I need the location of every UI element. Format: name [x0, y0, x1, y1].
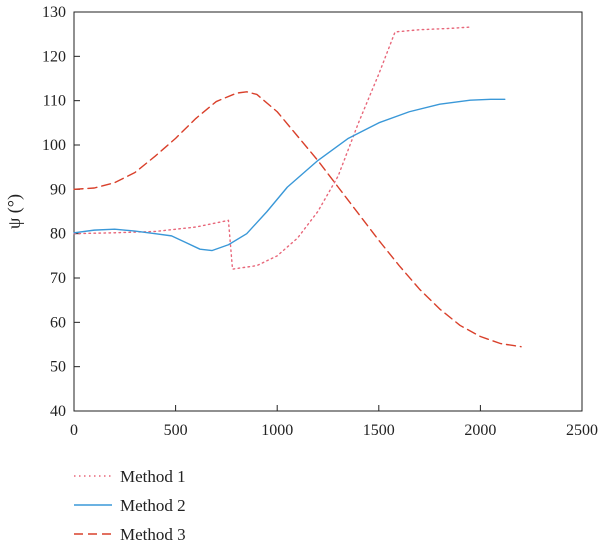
y-tick-label: 120	[42, 48, 66, 65]
y-tick-label: 80	[50, 226, 66, 243]
series-layer	[73, 26, 522, 348]
legend-label: Method 3	[120, 525, 186, 544]
y-tick-label: 50	[50, 359, 66, 376]
y-tick-label: 60	[50, 314, 66, 331]
x-tick-label: 1000	[261, 422, 293, 439]
legend-label: Method 2	[120, 496, 186, 515]
series-line-method-2	[73, 98, 506, 252]
legend-label: Method 1	[120, 467, 186, 486]
y-axis: 40 50 60 70 80 90 100 110 120 130	[42, 4, 80, 420]
series-line-method-3	[73, 91, 522, 348]
y-tick-label: 40	[50, 403, 66, 420]
x-axis: 0 500 1000 1500 2000 2500	[70, 405, 598, 439]
x-tick-label: 2000	[464, 422, 496, 439]
y-tick-label: 90	[50, 181, 66, 198]
x-tick-label: 2500	[566, 422, 598, 439]
legend: Method 1 Method 2 Method 3	[74, 467, 186, 544]
y-axis-label: ψ (°)	[4, 194, 25, 229]
x-tick-label: 1500	[363, 422, 395, 439]
plot-frame	[73, 11, 583, 412]
y-tick-label: 130	[42, 4, 66, 21]
y-tick-label: 100	[42, 137, 66, 154]
y-tick-label: 110	[43, 93, 66, 110]
x-tick-label: 0	[70, 422, 78, 439]
x-tick-label: 500	[164, 422, 188, 439]
series-line-method-1	[73, 26, 471, 270]
y-tick-label: 70	[50, 270, 66, 287]
